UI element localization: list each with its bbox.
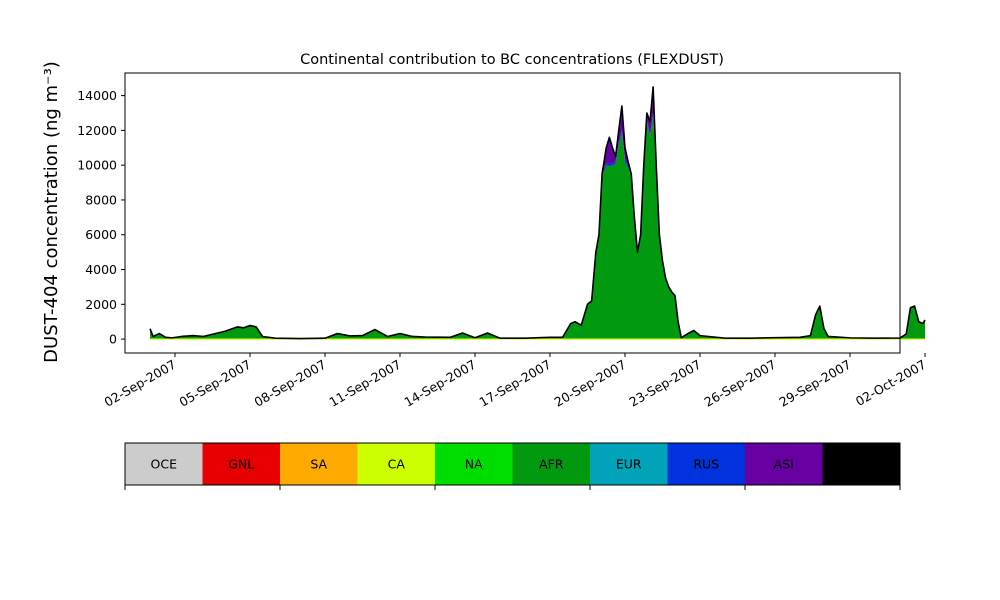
legend: OCE GNL SA CA NA AFR EUR RUS ASI AUS <box>124 442 901 490</box>
legend-label-afr: AFR <box>539 457 564 472</box>
y-tick-label: 4000 <box>85 262 117 277</box>
legend-label-eur: EUR <box>616 457 642 472</box>
y-axis-label: DUST-404 concentration (ng m⁻³) <box>41 61 62 363</box>
y-tick-label: 12000 <box>77 123 117 138</box>
y-tick-label: 2000 <box>85 297 117 312</box>
legend-swatch-oce <box>125 443 203 485</box>
x-tick-label: 17-Sep-2007 <box>476 357 553 410</box>
series-total-outline <box>149 86 926 340</box>
legend-label-oce: OCE <box>151 457 178 472</box>
plot-area <box>149 86 926 340</box>
legend-swatch-gnl <box>202 443 280 485</box>
series-area-asi <box>150 86 925 339</box>
legend-swatch-na <box>435 443 513 485</box>
legend-swatch-rus <box>667 443 745 485</box>
x-tick-label: 02-Oct-2007 <box>853 357 929 409</box>
x-tick-label: 11-Sep-2007 <box>326 357 403 410</box>
legend-swatch-ca <box>357 443 435 485</box>
legend-label-aus: AUS <box>848 457 874 472</box>
x-tick-label: 05-Sep-2007 <box>176 357 253 410</box>
series-area-afr <box>150 115 925 340</box>
legend-swatch-sa <box>280 443 358 485</box>
legend-label-gnl: GNL <box>228 457 254 472</box>
legend-swatch-afr <box>512 443 590 485</box>
legend-label-ca: CA <box>388 457 406 472</box>
x-tick-label: 14-Sep-2007 <box>401 357 478 410</box>
legend-swatch-asi <box>745 443 823 485</box>
x-tick-label: 23-Sep-2007 <box>626 357 703 410</box>
legend-label-asi: ASI <box>774 457 794 472</box>
x-tick-label: 02-Sep-2007 <box>101 357 178 410</box>
legend-label-sa: SA <box>310 457 327 472</box>
plot-frame <box>124 72 901 354</box>
chart-title: Continental contribution to BC concentra… <box>300 52 724 68</box>
y-tick-label: 14000 <box>77 88 117 103</box>
series-area-rus <box>150 112 925 339</box>
x-axis: 02-Sep-200705-Sep-200708-Sep-200711-Sep-… <box>101 353 929 410</box>
x-tick-label: 20-Sep-2007 <box>551 357 628 410</box>
y-tick-label: 6000 <box>85 227 117 242</box>
legend-label-na: NA <box>465 457 483 472</box>
y-tick-label: 0 <box>109 332 117 347</box>
x-tick-label: 08-Sep-2007 <box>251 357 328 410</box>
legend-frame <box>124 442 901 486</box>
y-tick-label: 10000 <box>77 158 117 173</box>
x-tick-label: 29-Sep-2007 <box>776 357 853 410</box>
y-axis: 0 2000 4000 6000 8000 10000 12000 14000 <box>77 88 125 347</box>
x-tick-label: 26-Sep-2007 <box>701 357 778 410</box>
y-tick-label: 8000 <box>85 192 117 207</box>
legend-swatch-aus <box>822 443 900 485</box>
legend-label-rus: RUS <box>693 457 719 472</box>
legend-swatch-eur <box>590 443 668 485</box>
